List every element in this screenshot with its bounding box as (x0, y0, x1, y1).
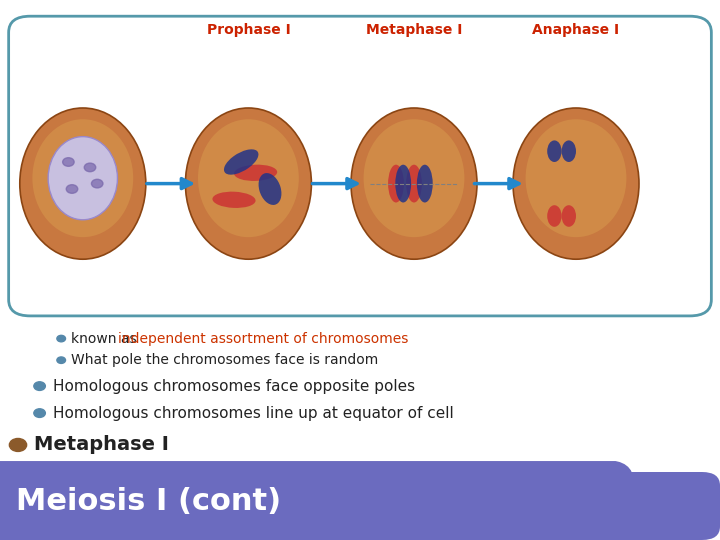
FancyBboxPatch shape (0, 460, 634, 540)
Ellipse shape (48, 137, 117, 220)
Ellipse shape (526, 119, 626, 237)
Text: What pole the chromosomes face is random: What pole the chromosomes face is random (71, 353, 379, 367)
Circle shape (66, 185, 78, 193)
Ellipse shape (351, 108, 477, 259)
Text: Meiosis I (cont): Meiosis I (cont) (16, 487, 281, 516)
Ellipse shape (562, 140, 576, 162)
FancyBboxPatch shape (590, 472, 720, 540)
Ellipse shape (32, 119, 133, 237)
Ellipse shape (406, 165, 422, 202)
Bar (590, 472, 655, 540)
Circle shape (9, 438, 27, 451)
Ellipse shape (417, 165, 433, 202)
Ellipse shape (562, 205, 576, 227)
Ellipse shape (185, 108, 311, 259)
Text: Prophase I: Prophase I (207, 23, 290, 37)
Ellipse shape (388, 165, 404, 202)
Bar (0, 0, 720, 458)
Ellipse shape (234, 165, 277, 181)
Ellipse shape (395, 165, 411, 202)
Circle shape (91, 179, 103, 188)
Bar (0, 460, 360, 540)
Ellipse shape (20, 108, 145, 259)
Ellipse shape (513, 108, 639, 259)
Circle shape (63, 158, 74, 166)
Text: Anaphase I: Anaphase I (532, 23, 620, 37)
Circle shape (57, 335, 66, 342)
Circle shape (34, 382, 45, 390)
Text: Homologous chromosomes line up at equator of cell: Homologous chromosomes line up at equato… (53, 406, 454, 421)
Text: Homologous chromosomes face opposite poles: Homologous chromosomes face opposite pol… (53, 379, 415, 394)
Ellipse shape (198, 119, 299, 237)
Ellipse shape (224, 150, 258, 174)
Ellipse shape (547, 205, 562, 227)
Text: Metaphase I: Metaphase I (34, 435, 168, 455)
Ellipse shape (547, 140, 562, 162)
Text: independent assortment of chromosomes: independent assortment of chromosomes (118, 332, 408, 346)
Circle shape (34, 409, 45, 417)
Text: Metaphase I: Metaphase I (366, 23, 462, 37)
Ellipse shape (212, 192, 256, 208)
Circle shape (84, 163, 96, 172)
Ellipse shape (258, 173, 282, 205)
Text: known as: known as (71, 332, 141, 346)
FancyBboxPatch shape (9, 16, 711, 316)
Ellipse shape (364, 119, 464, 237)
Circle shape (57, 357, 66, 363)
